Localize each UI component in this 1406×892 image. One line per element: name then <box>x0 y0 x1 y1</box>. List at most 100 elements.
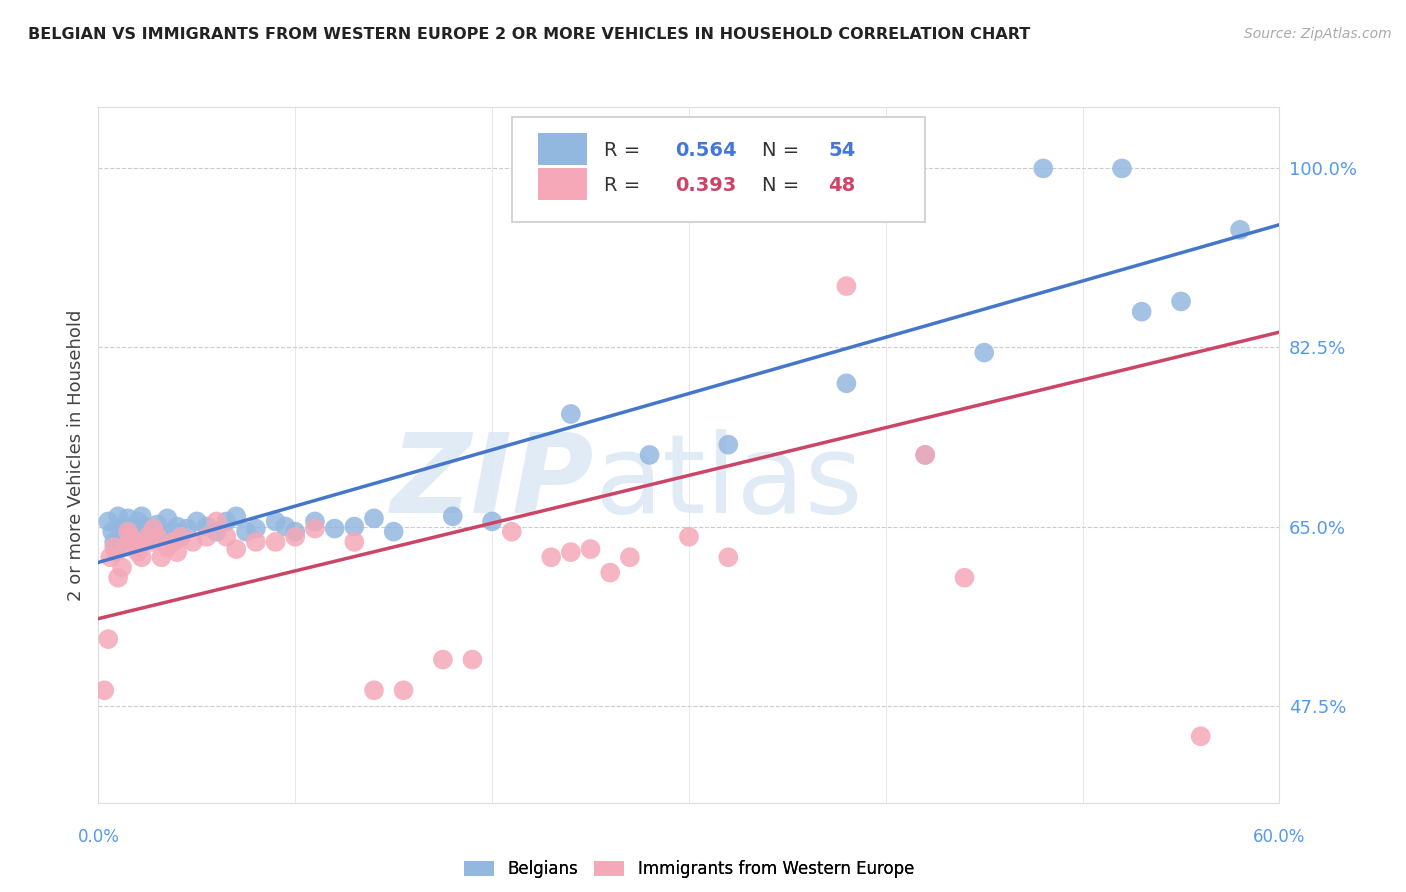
Point <box>1130 304 1153 318</box>
Legend: Belgians, Immigrants from Western Europe: Belgians, Immigrants from Western Europe <box>457 854 921 885</box>
Point <box>1170 294 1192 309</box>
Point <box>127 545 149 559</box>
Point <box>363 511 385 525</box>
Point <box>678 530 700 544</box>
Point <box>97 515 120 529</box>
Point <box>973 345 995 359</box>
Point <box>579 542 602 557</box>
Point <box>186 515 208 529</box>
Point <box>131 550 153 565</box>
Point <box>170 530 193 544</box>
Point <box>392 683 415 698</box>
Bar <box>537 134 588 165</box>
Point <box>117 524 139 539</box>
Text: 54: 54 <box>828 141 856 161</box>
Point <box>274 519 297 533</box>
Text: 0.564: 0.564 <box>675 141 737 161</box>
Point <box>560 407 582 421</box>
Point <box>323 522 346 536</box>
Point <box>176 522 198 536</box>
Point <box>363 683 385 698</box>
Point <box>170 530 193 544</box>
Y-axis label: 2 or more Vehicles in Household: 2 or more Vehicles in Household <box>66 310 84 600</box>
Point <box>105 545 128 559</box>
Point <box>166 545 188 559</box>
Point <box>215 530 238 544</box>
Point <box>195 519 218 533</box>
Point <box>619 550 641 565</box>
Text: 0.393: 0.393 <box>675 176 735 195</box>
Point <box>156 511 179 525</box>
Text: R =: R = <box>605 141 647 161</box>
Point <box>1032 161 1054 176</box>
Text: atlas: atlas <box>595 429 863 536</box>
Point <box>245 534 267 549</box>
Point <box>146 530 169 544</box>
Point <box>107 509 129 524</box>
Point <box>235 524 257 539</box>
Text: N =: N = <box>762 141 806 161</box>
Point <box>481 515 503 529</box>
Point <box>141 532 163 546</box>
Point <box>111 560 134 574</box>
Point <box>195 530 218 544</box>
Point <box>717 550 740 565</box>
Point <box>115 527 138 541</box>
Point <box>215 515 238 529</box>
Point <box>835 279 858 293</box>
Point <box>205 515 228 529</box>
Point <box>118 530 141 544</box>
Point <box>914 448 936 462</box>
Point <box>127 515 149 529</box>
Point <box>264 534 287 549</box>
Point <box>103 534 125 549</box>
Point <box>1229 223 1251 237</box>
Point <box>304 522 326 536</box>
Point <box>103 540 125 554</box>
Point <box>343 519 366 533</box>
Point <box>117 511 139 525</box>
Point <box>835 376 858 391</box>
Point <box>156 540 179 554</box>
Point <box>118 524 141 539</box>
Point <box>97 632 120 646</box>
Text: BELGIAN VS IMMIGRANTS FROM WESTERN EUROPE 2 OR MORE VEHICLES IN HOUSEHOLD CORREL: BELGIAN VS IMMIGRANTS FROM WESTERN EUROP… <box>28 27 1031 42</box>
Point <box>146 517 169 532</box>
Point <box>162 534 184 549</box>
Point <box>111 532 134 546</box>
Point <box>756 161 779 176</box>
Point <box>205 524 228 539</box>
Point <box>284 524 307 539</box>
Point <box>107 571 129 585</box>
Point <box>441 509 464 524</box>
Text: 0.0%: 0.0% <box>77 829 120 847</box>
Point <box>1189 729 1212 743</box>
Point <box>501 524 523 539</box>
Point <box>142 522 165 536</box>
Bar <box>537 169 588 200</box>
Point <box>432 652 454 666</box>
Text: ZIP: ZIP <box>391 429 595 536</box>
Text: 48: 48 <box>828 176 856 195</box>
Point <box>122 522 145 536</box>
Point <box>101 524 124 539</box>
Point <box>225 509 247 524</box>
Point <box>343 534 366 549</box>
Point <box>638 448 661 462</box>
Text: 60.0%: 60.0% <box>1253 829 1306 847</box>
Point <box>136 530 159 544</box>
Point <box>131 509 153 524</box>
Point <box>108 522 131 536</box>
Point <box>136 524 159 539</box>
Point <box>112 519 135 533</box>
Point <box>128 530 150 544</box>
Point <box>122 534 145 549</box>
Point <box>382 524 405 539</box>
Point <box>284 530 307 544</box>
Point <box>166 519 188 533</box>
Point <box>225 542 247 557</box>
Point <box>245 522 267 536</box>
Point <box>914 448 936 462</box>
Point <box>93 683 115 698</box>
Text: Source: ZipAtlas.com: Source: ZipAtlas.com <box>1244 27 1392 41</box>
